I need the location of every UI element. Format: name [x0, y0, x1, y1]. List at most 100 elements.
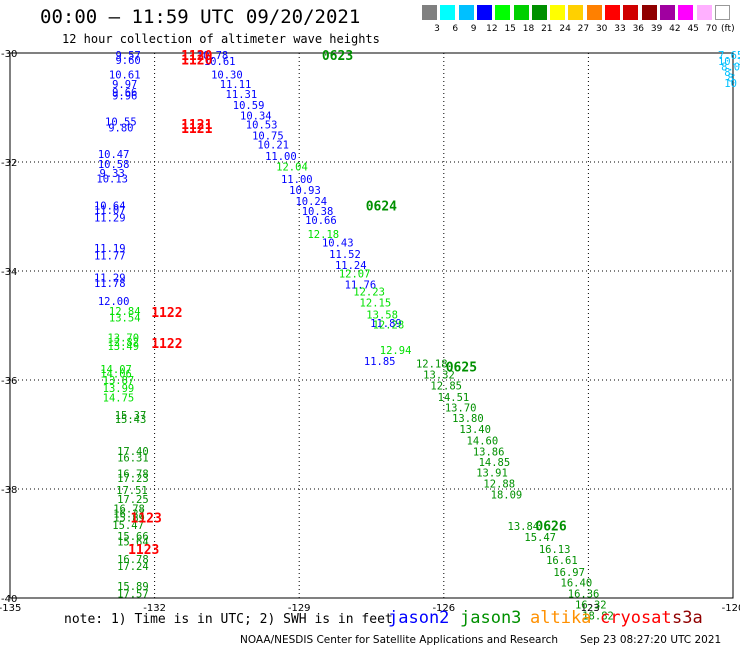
pass-time-label: 1122: [151, 337, 182, 352]
swh-value-label: 10.34: [240, 111, 272, 123]
swh-value-label: 13.58: [366, 310, 398, 322]
swh-value-label: 7.65: [718, 50, 740, 62]
swh-value-label: 15.89: [117, 581, 149, 593]
swh-value-label: 12.00: [98, 296, 130, 308]
swh-value-label: 13.80: [452, 413, 484, 425]
swh-value-label: 13.87: [103, 375, 135, 387]
legend-tick-label: 3: [434, 24, 440, 34]
swh-value-label: 11.78: [94, 278, 126, 290]
swh-value-label: 10.53: [246, 119, 278, 131]
x-tick-label: -132: [143, 603, 166, 614]
legend-tick-label: 30: [595, 24, 608, 34]
swh-value-label: 12.94: [380, 345, 412, 357]
legend-tick-label: 9: [470, 24, 477, 34]
pass-time-label: 1123: [128, 543, 159, 558]
satellite-legend-jason2: jason2: [388, 608, 450, 628]
swh-value-label: 12.18: [416, 359, 448, 371]
swh-value-label: 13.32: [423, 370, 455, 382]
pass-time-label: 0623: [322, 49, 353, 64]
swh-value-label: 16.78: [117, 554, 149, 566]
legend-color-swatch: [422, 5, 437, 20]
x-tick-label: -129: [288, 603, 311, 614]
swh-value-label: 11.89: [370, 318, 402, 330]
legend-color-swatch: [659, 5, 675, 20]
legend-color-swatch: [476, 5, 492, 20]
legend-color-swatch: [495, 5, 511, 20]
swh-value-label: 16.78: [113, 504, 145, 516]
swh-value-label: 16.32: [575, 600, 607, 612]
swh-value-label: 15.47: [112, 520, 144, 532]
timestamp-text: Sep 23 08:27:20 UTC 2021: [580, 634, 722, 646]
swh-value-label: 10.21: [257, 140, 289, 152]
legend-tick-label: 45: [687, 24, 699, 34]
pass-time-label: 1121: [181, 122, 212, 137]
legend-tick-label: 18: [522, 24, 535, 34]
swh-value-label: 11.11: [220, 79, 252, 91]
swh-value-label: 10.43: [322, 238, 354, 250]
pass-time-label: 0625: [446, 360, 477, 375]
swh-value-label: 10.24: [295, 196, 327, 208]
swh-value-label: 15.47: [524, 532, 556, 544]
x-tick-label: -126: [432, 603, 455, 614]
y-tick-label: -38: [1, 485, 17, 496]
swh-value-label: 14.07: [100, 364, 132, 376]
swh-value-label: 15.66: [117, 531, 149, 543]
note-text: note: 1) Time is in UTC; 2) SWH is in fe…: [64, 612, 393, 627]
swh-value-label: 11.77: [94, 251, 126, 263]
swh-value-label: 10.93: [289, 185, 321, 197]
swh-value-label: 12.85: [430, 380, 462, 392]
swh-value-label: 13.40: [459, 424, 491, 436]
swh-value-label: 13.84: [508, 521, 540, 533]
swh-value-label: 12.15: [360, 298, 392, 310]
pass-time-label: 0626: [535, 520, 566, 535]
legend-unit-label: (ft): [721, 24, 735, 34]
legend-tick-label: 70: [705, 24, 718, 34]
swh-value-label: 16.40: [561, 578, 593, 590]
swh-value-label: 11.07: [94, 205, 126, 217]
legend-tick-label: 12: [486, 24, 498, 34]
y-tick-label: -30: [1, 49, 17, 60]
swh-value-label: 10: [724, 78, 737, 90]
satellite-legend-s3a: s3a: [672, 608, 703, 628]
swh-value-label: 12.88: [483, 479, 515, 491]
swh-value-label: 15.89: [113, 512, 145, 524]
legend-color-swatch: [568, 5, 584, 20]
swh-value-label: 13.54: [109, 312, 141, 324]
swh-value-label: 12.84: [109, 306, 141, 318]
swh-value-label: 17.40: [117, 446, 149, 458]
swh-value-label: 10.64: [94, 201, 126, 213]
swh-value-label: 14.60: [467, 435, 499, 447]
swh-value-label: 17.25: [117, 494, 149, 506]
swh-value-label: 15.43: [115, 414, 147, 426]
swh-value-label: 16.27: [113, 509, 145, 521]
legend-tick-label: 39: [650, 24, 663, 34]
legend-color-swatch: [550, 5, 566, 20]
legend-color-swatch: [586, 5, 602, 20]
swh-value-label: 12.07: [339, 269, 371, 281]
legend-color-swatch: [678, 5, 694, 20]
swh-value-label: 15.64: [117, 536, 149, 548]
swh-value-label: 10.38: [302, 206, 334, 218]
swh-value-label: 12.28: [373, 319, 405, 331]
swh-value-label: 13.70: [107, 332, 139, 344]
legend-color-swatch: [440, 5, 456, 20]
legend-tick-label: 6: [452, 24, 459, 34]
swh-value-label: 10.66: [305, 215, 337, 227]
swh-value-label: 9.57: [115, 50, 140, 62]
legend-color-swatch: [641, 5, 657, 20]
y-tick-label: -36: [1, 376, 17, 387]
swh-value-label: 9.96: [112, 91, 137, 103]
swh-value-label: 14.85: [479, 457, 511, 469]
swh-value-label: 11.24: [335, 260, 367, 272]
swh-value-label: 11.29: [94, 273, 126, 285]
swh-value-label: 13.86: [473, 446, 505, 458]
swh-value-label: 8.0: [721, 62, 740, 74]
swh-value-label: 10.61: [204, 56, 236, 68]
swh-value-label: 14.06: [100, 368, 132, 380]
swh-value-label: 10.13: [96, 173, 128, 185]
y-tick-label: -40: [1, 594, 17, 605]
swh-value-label: 10.78: [197, 50, 229, 62]
swh-value-label: 17.57: [117, 589, 149, 601]
swh-value-label: 16.61: [546, 555, 578, 567]
swh-value-label: 11.00: [281, 174, 313, 186]
